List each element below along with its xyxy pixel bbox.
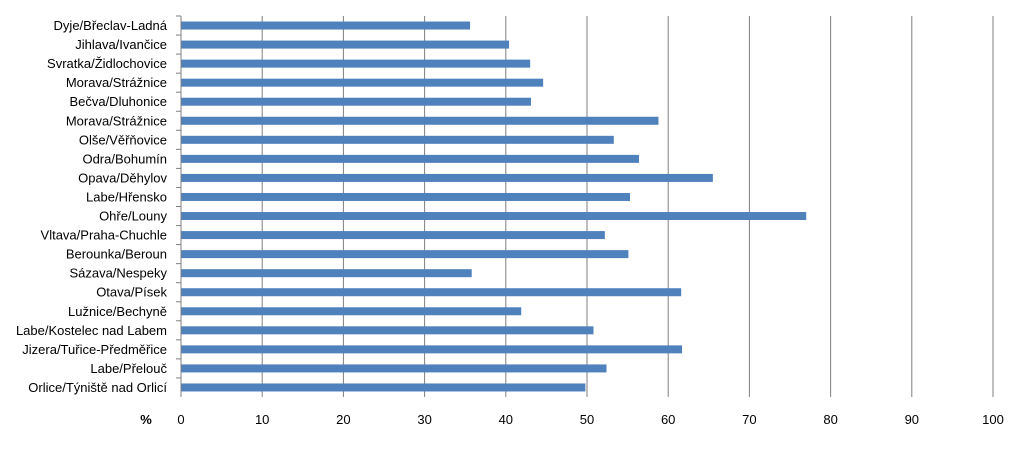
category-label: Morava/Strážnice [66,113,167,128]
x-tick-label: 70 [742,412,756,427]
category-label: Lužnice/Bechyně [68,304,167,319]
x-tick-label: 20 [336,412,350,427]
x-tick-label: 40 [499,412,513,427]
category-label: Labe/Kostelec nad Labem [16,323,167,338]
x-tick-label: 60 [661,412,675,427]
bar-10 [181,212,807,221]
bar-19 [181,383,586,392]
bar-16 [181,326,594,335]
bar-8 [181,173,713,182]
bar-6 [181,135,614,144]
x-tick-label: 90 [905,412,919,427]
bar-2 [181,59,531,68]
x-tick-label: 30 [417,412,431,427]
bar-5 [181,116,659,125]
category-label: Berounka/Beroun [66,247,167,262]
grid-lines [261,16,994,397]
category-label: Labe/Přelouč [90,361,167,376]
x-tick-label: 80 [823,412,837,427]
bar-17 [181,345,683,354]
category-label: Vltava/Praha-Chuchle [41,228,167,243]
bar-0 [181,21,471,30]
category-label: Dyje/Břeclav-Ladná [54,18,168,33]
bar-1 [181,40,510,49]
bar-11 [181,231,605,240]
category-label: Odra/Bohumín [82,151,167,166]
bar-15 [181,307,522,316]
bar-14 [181,288,682,297]
category-label: Ohře/Louny [99,209,167,224]
category-label: Orlice/Týniště nad Orlicí [28,380,167,395]
bar-3 [181,78,544,87]
bar-4 [181,97,531,106]
bars [176,15,807,392]
x-tick-labels: 0 10 20 30 40 50 60 70 80 90 100 [177,412,1003,427]
category-label: Jizera/Tuřice-Předměřice [22,342,167,357]
category-label: Olše/Věřňovice [79,132,167,147]
category-labels: Dyje/Břeclav-Ladná Jihlava/Ivančice Svratk… [16,18,168,395]
category-label: Otava/Písek [96,285,167,300]
category-label: Svratka/Židlochovice [47,56,167,71]
category-label: Bečva/Dluhonice [69,94,167,109]
bar-9 [181,192,631,201]
x-tick-label: 100 [982,412,1004,427]
bar-18 [181,364,607,373]
x-tick-label: 0 [177,412,184,427]
x-tick-label: 50 [580,412,594,427]
category-label: Sázava/Nespeky [69,266,167,281]
category-label: Jihlava/Ivančice [75,37,167,52]
bar-12 [181,250,629,259]
category-label: Opava/Děhylov [78,170,167,185]
x-tick-label: 10 [255,412,269,427]
bar-13 [181,269,472,278]
category-label: Labe/Hřensko [86,189,167,204]
category-label: Morava/Strážnice [66,75,167,90]
x-axis-unit-label: % [140,412,152,427]
bar-7 [181,154,639,163]
